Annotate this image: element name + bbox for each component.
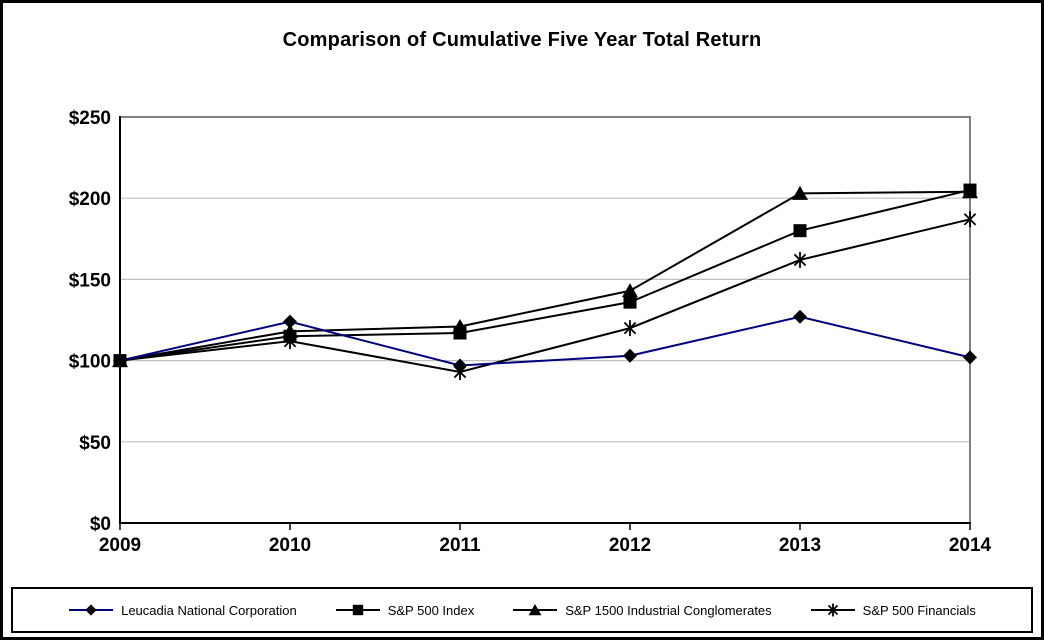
square-marker-icon [352,604,363,616]
series-line-3 [119,218,971,373]
diamond-marker-icon [963,350,977,365]
x-tick-label: 2012 [609,535,651,556]
legend-label: S&P 1500 Industrial Conglomerates [565,602,772,618]
legend-sample-diamond [69,604,114,616]
legend-sample-asterisk [810,603,855,617]
legend-sample-triangle [513,604,558,616]
legend-label: Leucadia National Corporation [121,602,297,618]
legend-item-2: S&P 1500 Industrial Conglomerates [512,602,772,618]
y-tick-label: $250 [69,108,111,129]
asterisk-marker-icon [963,211,977,228]
x-tick-label: 2014 [949,535,992,556]
square-marker-icon [623,295,637,309]
square-marker-icon [283,329,297,343]
y-tick-label: $100 [69,352,111,373]
legend-sample-square [335,604,380,616]
series-line-0 [119,315,971,367]
legend-label: S&P 500 Financials [862,602,976,618]
diamond-marker-icon [793,309,807,324]
x-tick-label: 2009 [99,535,141,556]
triangle-marker-icon [792,185,808,200]
asterisk-marker-icon [623,320,637,337]
chart-legend: Leucadia National Corporation S&P 500 Ind… [11,587,1033,633]
series-line-1 [119,189,971,362]
y-tick-label: $50 [79,433,111,454]
diamond-marker-icon [623,348,637,363]
asterisk-marker-icon [827,603,838,617]
square-marker-icon [963,183,977,197]
diamond-marker-icon [283,314,297,329]
y-tick-label: $150 [69,270,111,291]
x-tick-label: 2013 [779,535,821,556]
legend-label: S&P 500 Index [387,602,475,618]
square-marker-icon [453,326,467,340]
square-marker-icon [793,224,807,238]
y-tick-label: $200 [69,189,111,210]
triangle-marker-icon [622,283,638,298]
triangle-marker-icon [528,604,542,616]
legend-item-0: Leucadia National Corporation [68,602,297,618]
x-tick-label: 2011 [439,535,481,556]
diamond-marker-icon [113,353,127,368]
chart-title: Comparison of Cumulative Five Year Total… [282,29,762,51]
diamond-marker-icon [453,358,467,373]
legend-item-3: S&P 500 Financials [810,602,976,618]
diamond-marker-icon [85,604,97,616]
line-chart-plot-area: 2009 2010 2011 2012 2013 2014 $0 $50 $100 $150 $20… [69,108,992,556]
y-tick-label: $0 [90,514,111,535]
series-line-2 [119,190,971,362]
asterisk-marker-icon [793,251,807,268]
x-tick-label: 2010 [269,535,311,556]
legend-item-1: S&P 500 Index [335,602,475,618]
